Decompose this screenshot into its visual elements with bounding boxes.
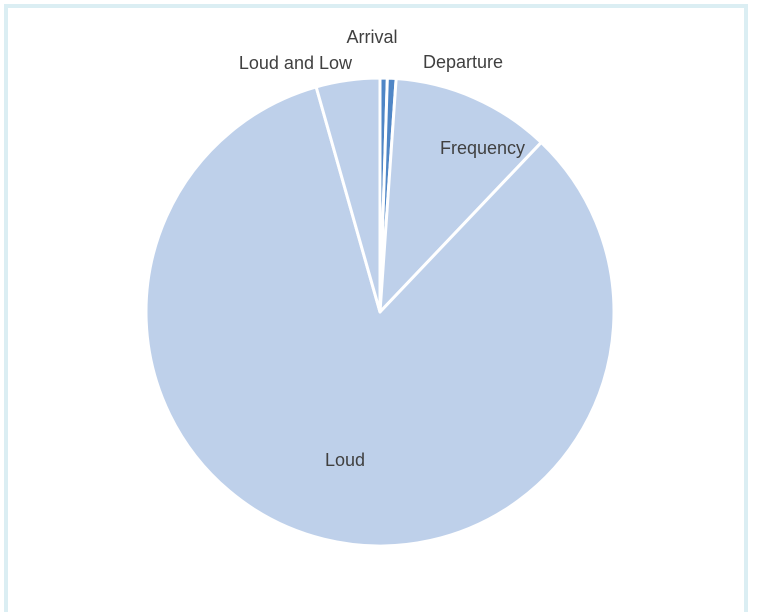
pie-label-arrival: Arrival (346, 27, 397, 47)
pie-slice-loud-and-low (314, 76, 382, 314)
pie-labels: Arrival Departure Frequency Loud Loud and Lo… (239, 27, 525, 470)
pie-slice-frequency (378, 77, 543, 314)
pie-label-departure: Departure (423, 52, 503, 72)
pie-label-loud-and-low: Loud and Low (239, 53, 353, 73)
pie-label-frequency: Frequency (440, 138, 525, 158)
pie-label-loud: Loud (325, 450, 365, 470)
pie-slices (144, 76, 616, 548)
pie-slice-loud (144, 85, 616, 548)
